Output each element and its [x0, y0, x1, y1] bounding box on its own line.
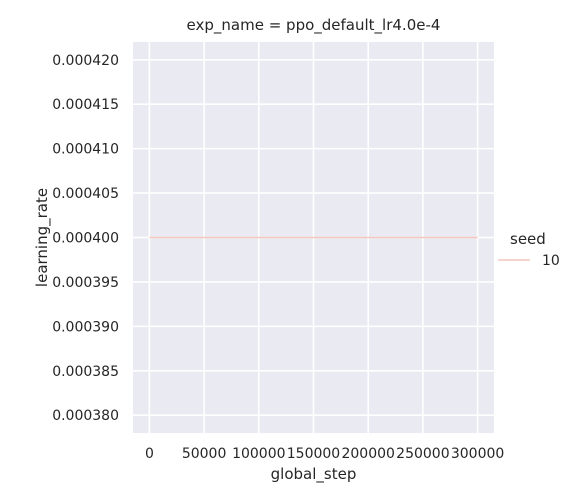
y-tick-label: 0.000395 — [52, 275, 119, 291]
x-tick-label: 300000 — [451, 446, 504, 462]
y-tick-label: 0.000400 — [52, 231, 119, 247]
chart-title: exp_name = ppo_default_lr4.0e-4 — [187, 16, 441, 35]
legend-title: seed — [510, 230, 546, 248]
x-tick-label: 0 — [145, 446, 154, 462]
legend-items: 10 — [498, 253, 560, 269]
x-tick-label: 100000 — [232, 446, 285, 462]
y-axis-label: learning_rate — [33, 188, 52, 287]
x-tick-label: 150000 — [287, 446, 340, 462]
y-tick-label: 0.000405 — [52, 186, 119, 202]
y-tick-label: 0.000410 — [52, 142, 119, 158]
plot-area — [133, 42, 494, 433]
y-tick-label: 0.000420 — [52, 53, 119, 69]
y-axis-ticks: 0.000380 0.000385 0.000390 0.000395 0.000400… — [52, 53, 119, 424]
x-axis-ticks: 0 50000 100000 150000 200000 250000 300000 — [145, 446, 504, 462]
x-tick-label: 200000 — [341, 446, 394, 462]
x-tick-label: 250000 — [396, 446, 449, 462]
y-tick-label: 0.000380 — [52, 408, 119, 424]
y-tick-label: 0.000390 — [52, 319, 119, 335]
y-tick-label: 0.000415 — [52, 97, 119, 113]
x-axis-label: global_step — [271, 465, 357, 484]
y-tick-label: 0.000385 — [52, 364, 119, 380]
legend: seed 10 — [498, 230, 560, 269]
y-gridlines — [133, 58, 494, 417]
x-tick-label: 50000 — [182, 446, 227, 462]
legend-label: 10 — [542, 253, 560, 269]
